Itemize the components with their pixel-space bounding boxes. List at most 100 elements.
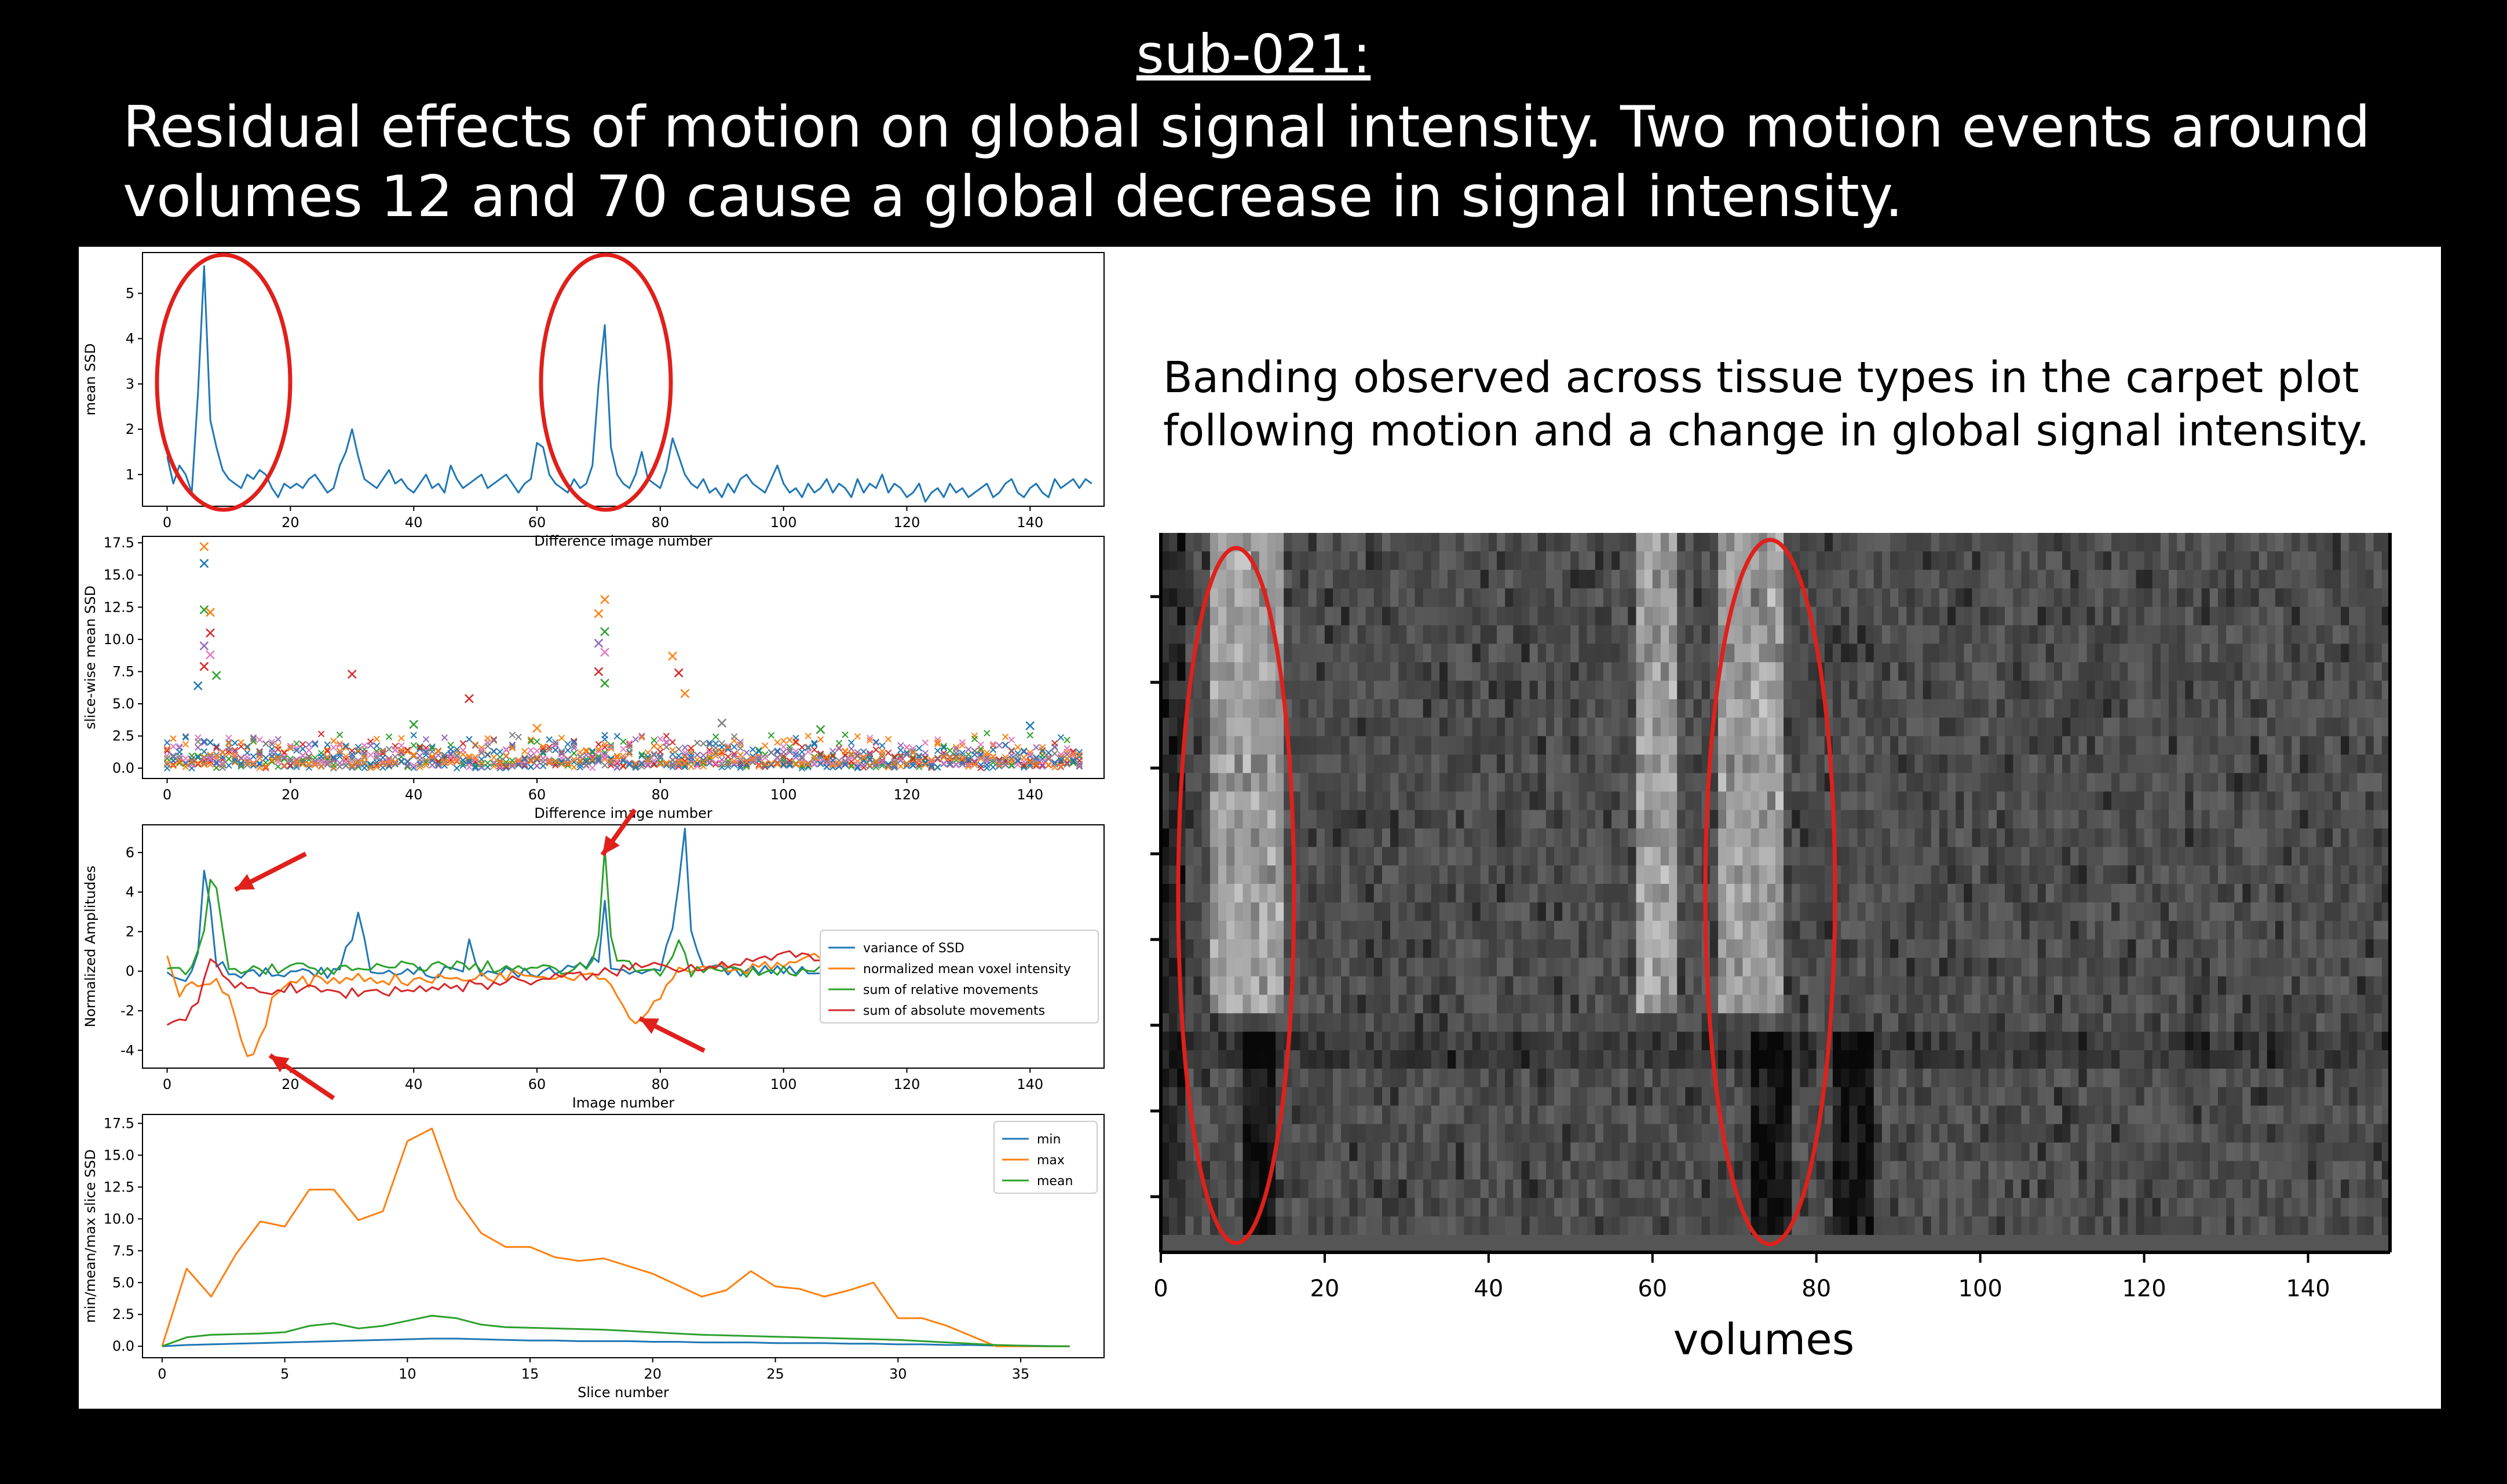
carpet-cell bbox=[1209, 1124, 1219, 1143]
carpet-cell bbox=[1382, 791, 1391, 811]
carpet-cell bbox=[1693, 939, 1702, 959]
carpet-cell bbox=[1169, 773, 1178, 792]
carpet-cell bbox=[1472, 681, 1481, 700]
scatter-marker bbox=[916, 745, 923, 752]
carpet-cell bbox=[1234, 1198, 1244, 1217]
carpet-cell bbox=[1349, 1013, 1358, 1032]
scatter-marker bbox=[416, 744, 423, 751]
carpet-cell bbox=[1218, 699, 1227, 718]
carpet-cell bbox=[1505, 736, 1514, 755]
carpet-cell bbox=[1226, 736, 1236, 755]
carpet-cell bbox=[1267, 810, 1276, 829]
carpet-cell bbox=[1464, 1161, 1473, 1180]
carpet-cell bbox=[1554, 1050, 1563, 1069]
carpet-cell bbox=[1824, 569, 1833, 589]
carpet-cell bbox=[1341, 1198, 1350, 1217]
carpet-cell bbox=[1259, 902, 1268, 922]
carpet-cell bbox=[1849, 1050, 1858, 1069]
carpet-cell bbox=[1398, 533, 1408, 552]
carpet-cell bbox=[1464, 644, 1473, 663]
carpet-cell bbox=[1881, 828, 1891, 847]
carpet-cell bbox=[1292, 588, 1301, 608]
carpet-cell bbox=[1439, 644, 1448, 663]
carpet-cell bbox=[1390, 810, 1399, 829]
carpet-cell bbox=[1226, 1179, 1236, 1198]
carpet-cell bbox=[1767, 1068, 1776, 1088]
carpet-cell bbox=[1611, 717, 1620, 737]
carpet-cell bbox=[1390, 717, 1399, 737]
carpet-cell bbox=[1718, 699, 1727, 718]
scatter-marker bbox=[200, 759, 208, 767]
carpet-cell bbox=[1464, 1198, 1473, 1217]
carpet-cell bbox=[1448, 1087, 1456, 1106]
x-tick-label: 60 bbox=[528, 1076, 546, 1092]
carpet-cell bbox=[1169, 1068, 1178, 1088]
carpet-cell bbox=[1480, 1105, 1489, 1125]
carpet-cell bbox=[1784, 995, 1792, 1014]
scatter-marker bbox=[1045, 749, 1052, 756]
scatter-marker bbox=[244, 743, 251, 750]
carpet-cell bbox=[1349, 957, 1358, 977]
scatter-marker bbox=[743, 761, 750, 768]
carpet-cell bbox=[1488, 699, 1497, 718]
carpet-cell bbox=[1234, 1105, 1244, 1125]
scatter-marker bbox=[1070, 748, 1077, 755]
carpet-cell bbox=[1808, 551, 1817, 571]
carpet-cell bbox=[1595, 588, 1604, 608]
carpet-cell bbox=[1267, 902, 1276, 922]
carpet-cell bbox=[1587, 662, 1596, 681]
carpet-cell bbox=[1570, 533, 1580, 552]
carpet-cell bbox=[1636, 699, 1645, 718]
carpet-cell bbox=[1448, 1105, 1456, 1125]
carpet-cell bbox=[1570, 1216, 1580, 1236]
carpet-cell bbox=[1242, 1087, 1252, 1106]
scatter-point bbox=[1025, 721, 1035, 730]
scatter-marker bbox=[422, 748, 430, 756]
carpet-cell bbox=[1276, 957, 1284, 977]
carpet-cell bbox=[1513, 662, 1522, 681]
carpet-cell bbox=[1898, 754, 1907, 774]
carpet-cell bbox=[1209, 1050, 1219, 1069]
carpet-cell bbox=[1456, 606, 1465, 626]
carpet-cell bbox=[1169, 939, 1178, 959]
scatter-marker bbox=[595, 745, 602, 753]
carpet-cell bbox=[1316, 1142, 1325, 1162]
carpet-cell bbox=[1898, 533, 1907, 552]
carpet-cell bbox=[1595, 1216, 1604, 1236]
carpet-cell bbox=[1529, 939, 1538, 959]
carpet-cell bbox=[1784, 569, 1792, 589]
carpet-cell bbox=[1652, 1198, 1661, 1217]
carpet-cell bbox=[1185, 920, 1194, 940]
carpet-cell bbox=[1505, 644, 1514, 663]
carpet-cell bbox=[1636, 1105, 1645, 1125]
carpet-cell bbox=[1718, 902, 1727, 922]
carpet-cell bbox=[1792, 644, 1801, 663]
carpet-cell bbox=[1365, 662, 1375, 681]
carpet-cell bbox=[1873, 773, 1883, 792]
carpet-cell bbox=[1415, 1087, 1424, 1106]
carpet-cell bbox=[1324, 1161, 1333, 1180]
carpet-cell bbox=[1570, 902, 1580, 922]
scatter-marker bbox=[626, 759, 633, 766]
carpet-cell bbox=[1644, 939, 1653, 959]
scatter-marker bbox=[250, 761, 257, 767]
carpet-cell bbox=[1349, 865, 1358, 884]
carpet-cell bbox=[1242, 1105, 1252, 1125]
carpet-cell bbox=[1562, 606, 1572, 626]
carpet-cell bbox=[1333, 847, 1342, 866]
carpet-cell bbox=[1701, 1161, 1711, 1180]
carpet-cell bbox=[1193, 828, 1203, 847]
carpet-cell bbox=[1767, 662, 1776, 681]
scatter-marker bbox=[644, 758, 652, 765]
carpet-cell bbox=[1349, 773, 1358, 792]
carpet-cell bbox=[1390, 995, 1399, 1014]
carpet-cell bbox=[1472, 1161, 1481, 1180]
carpet-cell bbox=[1554, 699, 1563, 718]
carpet-cell bbox=[1881, 1179, 1891, 1198]
carpet-cell bbox=[1620, 1032, 1629, 1051]
scatter-marker bbox=[885, 763, 892, 771]
carpet-cell bbox=[1456, 717, 1465, 737]
carpet-cell bbox=[1390, 1198, 1399, 1217]
carpet-cell bbox=[1480, 533, 1489, 552]
carpet-cell bbox=[1373, 699, 1383, 718]
